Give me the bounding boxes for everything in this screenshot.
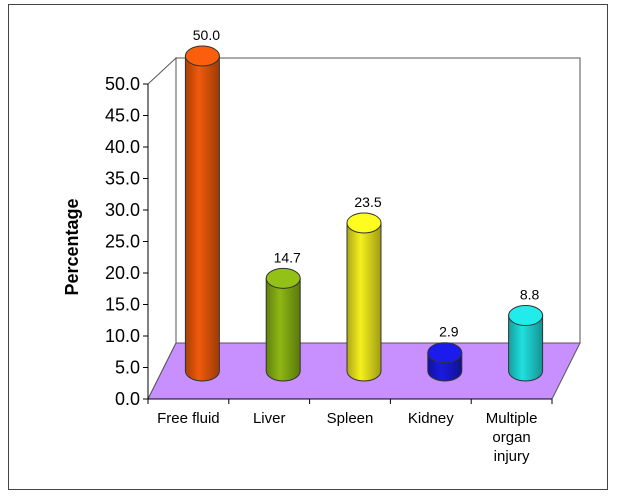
- data-label: 2.9: [439, 324, 459, 340]
- y-tick-label: 0.0: [115, 389, 140, 409]
- bar-top: [346, 212, 382, 234]
- y-tick-label: 50.0: [105, 74, 140, 94]
- y-tick-label: 20.0: [105, 263, 140, 283]
- data-label: 50.0: [193, 27, 220, 43]
- y-tick-label: 40.0: [105, 137, 140, 157]
- x-tick-label: Multiple: [486, 410, 538, 427]
- bar-1: 14.7: [265, 249, 301, 382]
- x-tick-label: organ: [492, 429, 530, 446]
- bar-4: 8.8: [508, 287, 544, 382]
- x-tick-label: Free fluid: [157, 410, 220, 427]
- x-tick-label: Kidney: [408, 410, 454, 427]
- bar-body: [508, 315, 544, 382]
- y-tick-label: 5.0: [115, 358, 140, 378]
- x-tick-label: Liver: [253, 410, 286, 427]
- data-label: 14.7: [274, 249, 301, 265]
- bar-0: 50.0: [184, 27, 220, 382]
- y-tick-label: 15.0: [105, 295, 140, 315]
- bar-top: [184, 45, 220, 67]
- side-wall: [147, 56, 177, 400]
- x-axis: Free fluid Liver Spleen Kidney Multiple organ…: [147, 398, 553, 465]
- y-tick-label: 25.0: [105, 232, 140, 252]
- data-label: 8.8: [520, 287, 540, 303]
- y-axis: 0.0 5.0 10.0 15.0 20.0 25.0 30.0 35.0 40.0 45.0 50…: [105, 74, 149, 409]
- data-label: 23.5: [354, 194, 381, 210]
- y-tick-label: 30.0: [105, 200, 140, 220]
- bars: 50.0 14.7 23.5 2.9 8.8: [184, 27, 544, 382]
- y-tick-label: 10.0: [105, 326, 140, 346]
- x-tick-label: injury: [494, 448, 530, 465]
- bar-body: [346, 222, 382, 382]
- bar-top: [508, 305, 544, 327]
- bar-body: [265, 277, 301, 382]
- y-axis-title: Percentage: [62, 198, 82, 295]
- bar-top: [427, 342, 463, 364]
- y-tick-label: 35.0: [105, 169, 140, 189]
- y-tick-label: 45.0: [105, 106, 140, 126]
- bar-2: 23.5: [346, 194, 382, 382]
- bar-body: [184, 55, 220, 382]
- bar-top: [265, 267, 301, 289]
- x-tick-label: Spleen: [327, 410, 374, 427]
- bar-3: 2.9: [427, 324, 463, 382]
